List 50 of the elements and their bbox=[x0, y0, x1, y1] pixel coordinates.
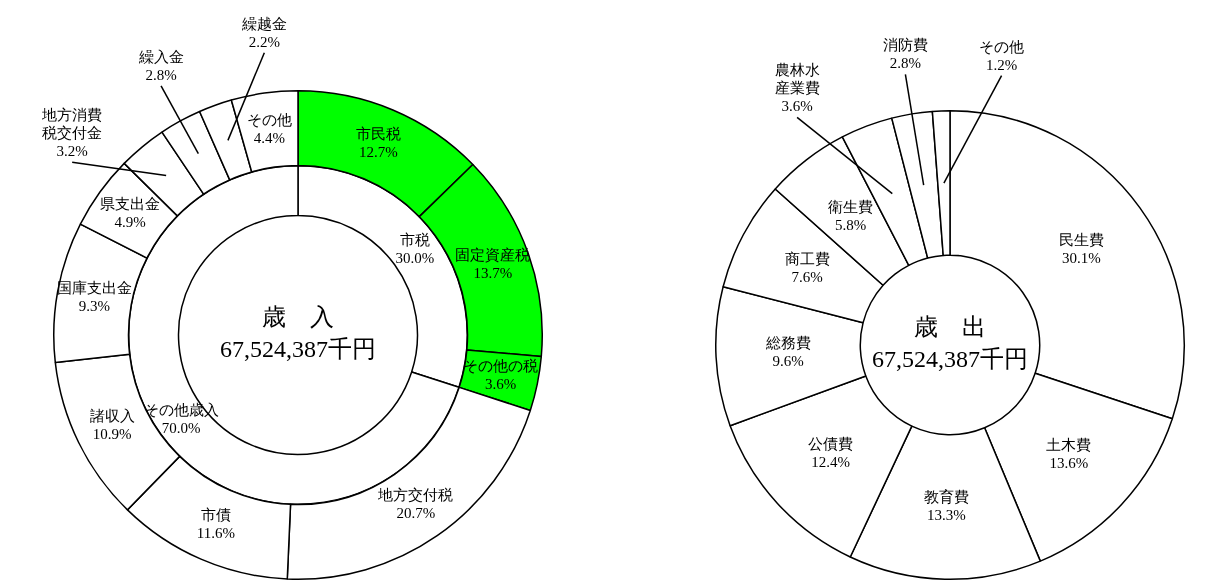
data-label: 20.7% bbox=[396, 504, 436, 521]
data-label: 30.0% bbox=[395, 250, 435, 267]
data-label: 10.9% bbox=[92, 425, 132, 442]
slice-label: 衛生費 bbox=[828, 198, 874, 215]
data-label: 13.3% bbox=[927, 506, 966, 523]
slice-label: 市税 bbox=[399, 232, 430, 249]
data-label: 30.1% bbox=[1061, 250, 1101, 267]
slice-label: その他 bbox=[979, 38, 1025, 55]
data-label: 2.2% bbox=[248, 33, 280, 50]
slice-label: 総務費 bbox=[764, 335, 811, 352]
data-label: 70.0% bbox=[161, 419, 201, 436]
data-label: 7.6% bbox=[791, 268, 823, 285]
slice-label: 教育費 bbox=[923, 488, 969, 505]
slice-label: その他 bbox=[246, 112, 292, 129]
data-label: 3.6% bbox=[485, 376, 517, 393]
text: 歳 出 bbox=[914, 314, 986, 341]
data-label: 2.8% bbox=[889, 55, 922, 72]
data-label: 3.6% bbox=[781, 98, 813, 115]
data-label: 2.8% bbox=[145, 66, 177, 83]
data-label: 3.2% bbox=[56, 143, 88, 160]
data-label: 5.8% bbox=[835, 216, 867, 233]
slice-label: 公債費 bbox=[808, 436, 854, 453]
data-label: 11.6% bbox=[196, 524, 235, 541]
slice-label: 諸収入 bbox=[89, 407, 135, 424]
data-label: 9.6% bbox=[772, 353, 804, 370]
data-label: 12.7% bbox=[358, 144, 398, 161]
slice-label: 市民税 bbox=[355, 126, 401, 143]
slice-label: 地方消費税交付金 bbox=[41, 107, 103, 142]
slice-label: 消防費 bbox=[882, 37, 928, 54]
slice-label: 民生費 bbox=[1058, 232, 1104, 249]
data-label: 4.4% bbox=[253, 130, 286, 147]
slice-label: 繰入金 bbox=[137, 48, 184, 65]
text: 67,524,387千円 bbox=[872, 346, 1028, 373]
text: 67,524,387千円 bbox=[220, 336, 376, 363]
slice-label: その他の税 bbox=[463, 358, 539, 375]
data-label: 1.2% bbox=[985, 56, 1018, 73]
slice-label: 農林水産業費 bbox=[774, 62, 820, 97]
slice-label: 繰越金 bbox=[240, 15, 287, 32]
text: 歳 入 bbox=[262, 304, 334, 331]
data-label: 4.9% bbox=[114, 213, 146, 230]
slice-label: 市債 bbox=[200, 506, 231, 523]
data-label: 13.7% bbox=[473, 265, 513, 282]
slice-label: 土木費 bbox=[1046, 437, 1092, 454]
slice-label: 県支出金 bbox=[100, 195, 161, 212]
data-label: 9.3% bbox=[78, 298, 111, 315]
data-label: 12.4% bbox=[811, 454, 850, 471]
slice-label: 地方交付税 bbox=[377, 486, 454, 503]
slice-label: 商工費 bbox=[784, 250, 830, 267]
slice-label: 国庫支出金 bbox=[56, 280, 132, 297]
data-label: 13.6% bbox=[1049, 455, 1089, 472]
